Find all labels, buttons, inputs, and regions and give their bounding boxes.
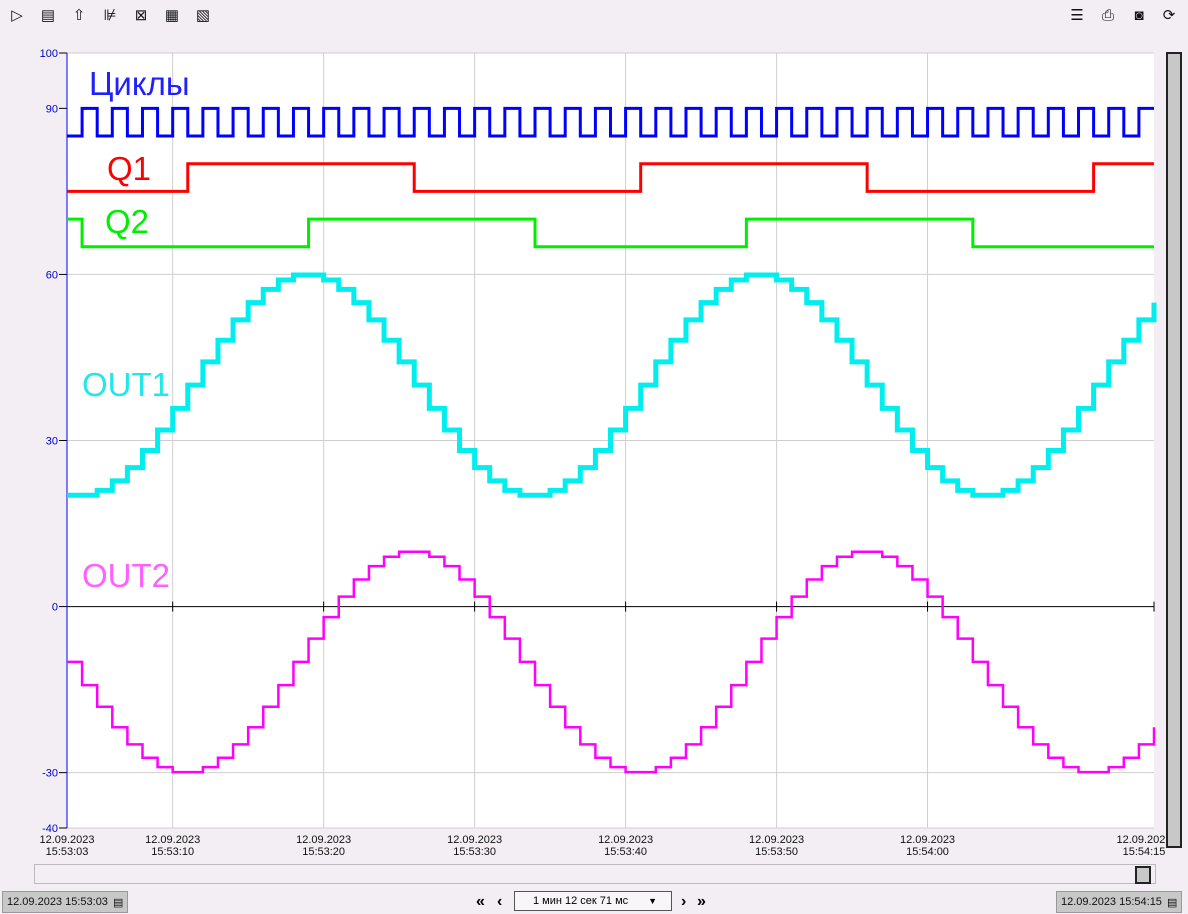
x-tick-time: 15:53:30	[453, 846, 497, 858]
series-line-cycles	[67, 106, 1154, 138]
x-tick-date: 12.09.2023	[900, 834, 956, 846]
refresh-icon[interactable]: ⟳	[1162, 7, 1176, 24]
period-value: 1 мин 12 сек 71 мс	[533, 895, 629, 907]
start-time-value: 12.09.2023 15:53:03	[7, 896, 108, 908]
y-tick-label: 100	[40, 48, 58, 60]
y-tick-label: -40	[42, 823, 58, 835]
first-button[interactable]: «	[476, 893, 485, 910]
x-tick-date: 12.09.2023	[447, 834, 503, 846]
scrollbar-thumb[interactable]	[1135, 866, 1151, 884]
x-tick-label: 12.09.2023 15:53:40	[581, 834, 671, 858]
x-tick-time: 15:53:10	[151, 846, 195, 858]
series-line-q1	[67, 162, 1154, 193]
trend-chart[interactable]: 100 90 60 30 0 -30 -40 Циклы Q1 Q2 OUT1 OUT2	[0, 0, 1188, 860]
vertical-scrollbar[interactable]	[1166, 52, 1182, 848]
x-tick-label: 12.09.2023 15:53:30	[430, 834, 520, 858]
x-tick-date: 12.09.2023	[598, 834, 654, 846]
play-icon[interactable]: ▷	[11, 7, 23, 24]
x-tick-date: 12.09.2023	[145, 834, 201, 846]
print-icon[interactable]: ⎙	[1101, 6, 1114, 24]
x-tick-date: 12.09.2023	[749, 834, 805, 846]
calendar-icon[interactable]: ▤	[1166, 896, 1178, 909]
chart-cursor-off-icon[interactable]: ⊠	[134, 7, 148, 24]
series-label-cycles: Циклы	[89, 65, 190, 102]
x-tick-time: 15:54:00	[906, 846, 949, 858]
next-button[interactable]: ›	[681, 893, 687, 910]
x-tick-date: 12.09.2023	[1116, 834, 1172, 846]
period-select[interactable]: 1 мин 12 сек 71 мс ▼	[514, 891, 672, 911]
horizontal-scrollbar[interactable]	[34, 864, 1156, 884]
series-line-out1	[67, 272, 1157, 498]
y-tick-label: 60	[46, 269, 58, 281]
last-button[interactable]: »	[697, 893, 706, 910]
x-tick-label: 12.09.2023 15:53:20	[279, 834, 369, 858]
y-tick-label: 30	[46, 436, 58, 448]
x-tick-label: 12.09.2023 15:53:10	[128, 834, 218, 858]
y-tick-label: 0	[52, 602, 58, 614]
export-icon[interactable]: ⇧	[72, 7, 86, 24]
x-tick-date: 12.09.2023	[39, 834, 95, 846]
camera-icon[interactable]: ◙	[1134, 6, 1144, 24]
y-tick-label: -30	[42, 768, 58, 780]
legend-list-icon[interactable]: ☰	[1070, 7, 1084, 24]
prev-button[interactable]: ‹	[497, 893, 503, 910]
series-label-q1: Q1	[107, 150, 151, 187]
calendar-icon[interactable]: ▤	[112, 896, 124, 909]
x-tick-time: 15:53:03	[45, 846, 89, 858]
x-tick-time: 15:53:50	[755, 846, 798, 858]
y-tick-label: 90	[46, 103, 58, 115]
series-line-out2	[67, 550, 1156, 774]
start-time-field[interactable]: 12.09.2023 15:53:03 ▤	[2, 891, 129, 913]
x-tick-label: 12.09.2023 15:54:00	[883, 834, 973, 858]
chevron-down-icon: ▼	[648, 896, 657, 906]
chart-scale-icon[interactable]: ▧	[195, 7, 211, 24]
table-icon[interactable]: ▤	[40, 7, 56, 24]
chart-cursor-icon[interactable]: ⊯	[103, 7, 117, 24]
series-line-q2	[67, 217, 1154, 249]
x-tick-label: 12.09.2023 15:53:03	[22, 834, 112, 858]
series-label-q2: Q2	[105, 203, 149, 240]
series-label-out1: OUT1	[82, 366, 170, 403]
end-time-value: 12.09.2023 15:54:15	[1061, 896, 1162, 908]
x-tick-time: 15:54:15	[1122, 846, 1166, 858]
end-time-field[interactable]: 12.09.2023 15:54:15 ▤	[1056, 891, 1183, 913]
x-tick-time: 15:53:20	[302, 846, 346, 858]
chart-grid-icon[interactable]: ▦	[164, 7, 180, 24]
series-label-out2: OUT2	[82, 557, 170, 594]
x-tick-time: 15:53:40	[604, 846, 647, 858]
x-tick-label: 12.09.2023 15:54:15	[1099, 834, 1188, 858]
x-tick-label: 12.09.2023 15:53:50	[732, 834, 822, 858]
x-tick-date: 12.09.2023	[296, 834, 352, 846]
